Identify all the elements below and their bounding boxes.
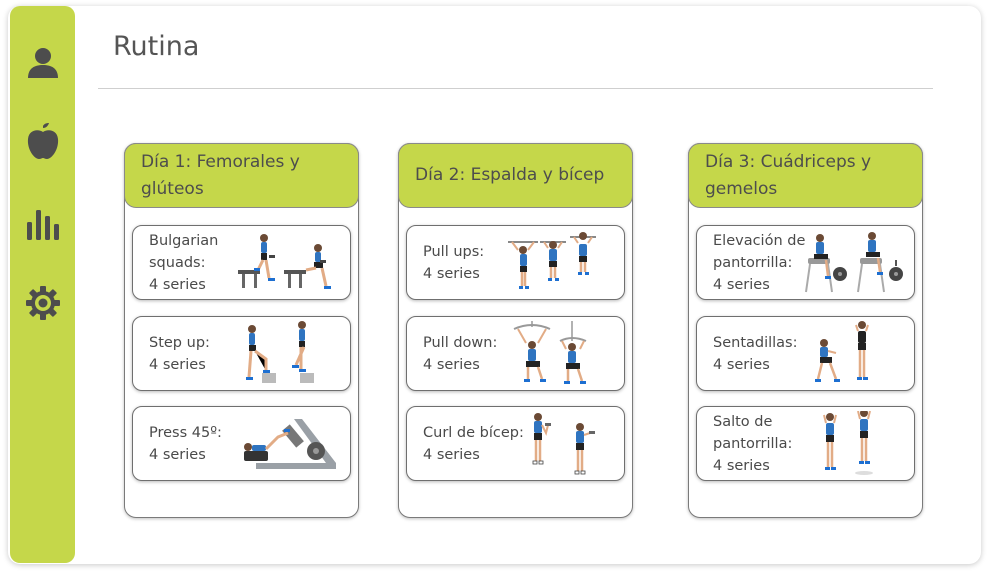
day-header: Día 2: Espalda y bícep [398,143,633,208]
pull-up-illustration [508,232,596,289]
step-up-illustration [246,321,314,383]
day-header: Día 1: Femorales y glúteos [124,143,359,208]
day-card-3: Día 3: Cuádriceps y gemelos Elevación de… [688,143,923,518]
bar-chart-icon [26,210,59,240]
exercise-card[interactable]: Curl de bícep: 4 series [406,406,625,481]
nav-stats[interactable] [10,199,75,245]
exercise-name: Pull ups: [423,243,485,260]
exercise-name: Pull down: [423,334,498,351]
exercise-card[interactable]: Bulgarian squads: 4 series [132,225,351,300]
exercise-sets: 4 series [149,356,206,373]
bulgarian-squat-illustration [238,234,331,289]
squat-illustration [815,321,869,382]
exercise-card[interactable]: Step up: 4 series [132,316,351,391]
exercise-card[interactable]: Elevación de pantorrilla: 4 series [696,225,915,300]
exercise-name: Bulgarian squads: [149,232,219,271]
exercise-card[interactable]: Press 45º: 4 series [132,406,351,481]
exercise-sets: 4 series [713,276,770,293]
exercise-card[interactable]: Pull ups: 4 series [406,225,625,300]
day-title: Día 1: Femorales y glúteos [141,151,300,199]
calf-raise-illustration [805,232,903,293]
day-card-1: Día 1: Femorales y glúteos Bulgarian squ… [124,143,359,518]
bicep-curl-illustration [532,413,595,475]
exercise-sets: 4 series [149,446,206,463]
gear-icon [25,286,60,320]
exercise-sets: 4 series [149,276,206,293]
day-title: Día 2: Espalda y bícep [415,165,605,185]
sidebar [10,6,75,563]
exercise-name: Elevación de pantorrilla: [713,232,806,271]
title-divider [98,88,933,89]
exercise-card[interactable]: Salto de pantorrilla: 4 series [696,406,915,481]
exercise-sets: 4 series [713,457,770,474]
exercise-sets: 4 series [423,446,480,463]
exercise-sets: 4 series [423,265,480,282]
exercise-sets: 4 series [713,356,770,373]
exercise-card[interactable]: Pull down: 4 series [406,316,625,391]
day-title: Día 3: Cuádriceps y gemelos [705,151,872,199]
nav-profile[interactable] [10,40,75,86]
pull-down-illustration [513,321,587,384]
jump-calf-illustration [823,411,873,475]
user-icon [27,48,58,78]
day-header: Día 3: Cuádriceps y gemelos [688,143,923,208]
exercise-name: Sentadillas: [713,334,798,351]
exercise-sets: 4 series [423,356,480,373]
exercise-name: Curl de bícep: [423,424,524,441]
exercise-name: Press 45º: [149,424,222,441]
leg-press-illustration [244,419,336,469]
day-card-2: Día 2: Espalda y bícep Pull ups: 4 serie… [398,143,633,518]
nav-settings[interactable] [10,280,75,326]
nav-nutrition[interactable] [10,118,75,164]
page-title: Rutina [113,31,200,62]
apple-icon [27,123,58,159]
exercise-name: Salto de pantorrilla: [713,413,793,452]
exercise-name: Step up: [149,334,210,351]
exercise-card[interactable]: Sentadillas: 4 series [696,316,915,391]
